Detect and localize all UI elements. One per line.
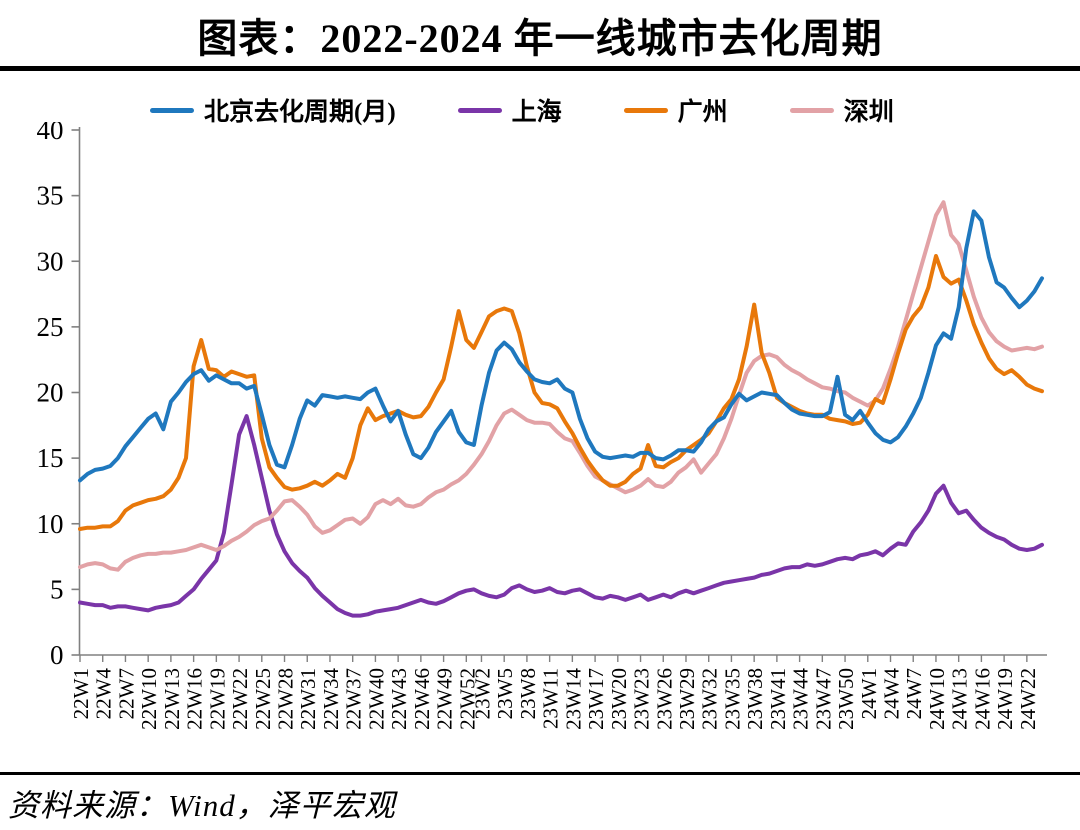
x-axis-tick-label: 22W49 [433, 668, 457, 730]
x-axis-tick-label: 23W26 [652, 668, 676, 730]
legend-line-swatch-beijing [150, 107, 194, 113]
series-line-shenzhen [78, 200, 1044, 572]
x-axis-tick-label: 22W1 [69, 668, 93, 719]
x-axis-tick-label: 23W2 [470, 668, 494, 719]
x-axis-tick-label: 24W1 [857, 668, 881, 719]
x-axis-tick-label: 22W43 [387, 668, 411, 730]
x-axis-tick-label: 22W37 [342, 668, 366, 730]
legend-item-shanghai: 上海 [457, 92, 562, 128]
x-axis-tick-label: 23W32 [698, 668, 722, 730]
legend-line-swatch-guangzhou [623, 107, 668, 113]
chart-legend: 北京去化周期(月) 上海 广州 深圳 [150, 92, 894, 128]
x-axis-tick-label: 23W38 [743, 668, 767, 730]
footer-divider-rule [0, 772, 1080, 775]
y-axis-tick-label: 25 [37, 312, 64, 342]
legend-label-beijing: 北京去化周期(月) [204, 99, 396, 126]
legend-item-shenzhen: 深圳 [789, 92, 894, 128]
y-axis-tick-label: 5 [50, 574, 64, 604]
legend-item-guangzhou: 广州 [623, 92, 728, 128]
series-line-shanghai [78, 414, 1044, 618]
x-axis-tick-label: 23W41 [766, 668, 790, 730]
x-axis-tick-label: 22W40 [364, 668, 388, 730]
x-axis-tick-label: 22W22 [228, 668, 252, 730]
series-line-beijing [78, 209, 1044, 483]
x-axis-tick-label: 23W44 [789, 668, 813, 730]
line-chart-plot: 051015202530354022W122W422W722W1022W1322… [37, 122, 1047, 730]
x-axis-tick-label: 22W34 [319, 668, 343, 730]
x-axis-tick-label: 22W25 [251, 668, 275, 730]
y-axis-tick-label: 10 [37, 509, 64, 539]
y-axis-tick-label: 0 [50, 640, 64, 670]
legend-label-shenzhen: 深圳 [843, 99, 894, 126]
x-axis-tick-label: 22W10 [137, 668, 161, 730]
x-axis-tick-label: 22W19 [205, 668, 229, 730]
series-line-guangzhou [78, 254, 1044, 531]
x-axis-tick-label: 23W20 [607, 668, 631, 730]
x-axis-tick-label: 22W13 [160, 668, 184, 730]
x-axis-tick-label: 22W31 [296, 668, 320, 730]
x-axis-tick-label: 23W8 [516, 668, 540, 719]
y-axis-tick-label: 40 [37, 122, 64, 145]
y-axis-tick-label: 30 [37, 246, 64, 276]
title-divider-rule [0, 66, 1080, 71]
y-axis-tick-label: 20 [37, 378, 64, 408]
x-axis-tick-label: 22W52 [455, 668, 479, 730]
legend-item-beijing: 北京去化周期(月) [150, 92, 396, 128]
x-axis-tick-label: 24W10 [925, 668, 949, 730]
x-axis-tick-label: 24W7 [902, 668, 926, 719]
x-axis-tick-label: 23W35 [720, 668, 744, 730]
x-axis-tick-label: 23W23 [630, 668, 654, 730]
x-axis-tick-label: 24W13 [948, 668, 972, 730]
x-axis-tick-label: 23W29 [675, 668, 699, 730]
x-axis-tick-label: 24W19 [993, 668, 1017, 730]
legend-line-swatch-shenzhen [789, 107, 834, 113]
x-axis-tick-label: 22W7 [114, 668, 138, 719]
x-axis-tick-label: 24W16 [970, 668, 994, 730]
x-axis-tick-label: 23W47 [811, 668, 835, 730]
legend-label-shanghai: 上海 [511, 99, 562, 126]
legend-line-swatch-shanghai [457, 107, 502, 113]
x-axis-tick-label: 22W28 [274, 668, 298, 730]
y-axis-tick-label: 35 [37, 181, 64, 211]
y-axis-tick-label: 15 [37, 443, 64, 473]
x-axis-tick-label: 22W16 [183, 668, 207, 730]
source-note: 资料来源：Wind，泽平宏观 [8, 788, 396, 823]
x-axis-tick-label: 23W5 [493, 668, 517, 719]
x-axis-tick-label: 23W11 [539, 668, 563, 729]
legend-label-guangzhou: 广州 [677, 99, 728, 126]
x-axis-tick-label: 24W4 [880, 668, 904, 720]
x-axis-tick-label: 22W4 [92, 668, 116, 720]
chart-title: 图表：2022-2024 年一线城市去化周期 [197, 16, 883, 61]
x-axis-tick-label: 23W17 [584, 668, 608, 730]
x-axis-tick-label: 22W46 [410, 668, 434, 730]
x-axis-tick-label: 23W14 [561, 668, 585, 730]
x-axis-tick-label: 24W22 [1016, 668, 1040, 730]
x-axis-tick-label: 23W50 [834, 668, 858, 730]
